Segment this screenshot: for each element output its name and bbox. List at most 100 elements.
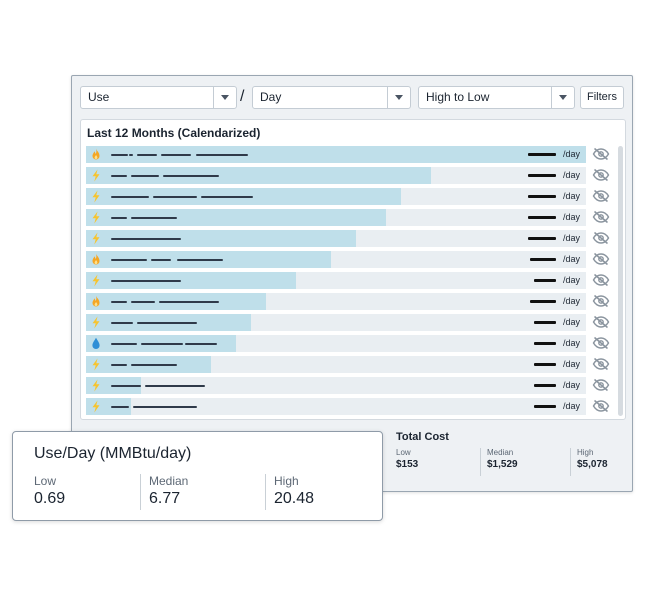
total-cost-low-value: $153: [396, 459, 419, 470]
unit-label: /day: [562, 149, 580, 159]
eye-slash-icon[interactable]: [592, 378, 610, 392]
redacted-value: [528, 174, 556, 177]
usage-row[interactable]: /day: [86, 377, 586, 394]
eye-slash-icon[interactable]: [592, 252, 610, 266]
eye-slash-icon[interactable]: [592, 231, 610, 245]
usage-row[interactable]: /day: [86, 293, 586, 310]
usage-bar-fill: [86, 209, 386, 226]
total-cost: Total Cost Low $153 Median $1,529 High $…: [396, 431, 626, 481]
sort-select-dropdown[interactable]: [551, 87, 574, 108]
total-cost-high: High $5,078: [570, 448, 626, 476]
usage-bar-fill: [86, 230, 356, 247]
lightning-icon: [90, 316, 102, 329]
lightning-icon: [90, 211, 102, 224]
redacted-label: [185, 343, 217, 345]
redacted-label: [111, 385, 141, 387]
eye-slash-icon[interactable]: [592, 336, 610, 350]
chevron-down-icon: [559, 95, 567, 100]
metric-select-dropdown[interactable]: [213, 87, 236, 108]
period-select[interactable]: Day: [252, 86, 411, 109]
usage-row[interactable]: /day: [86, 188, 586, 205]
usage-row[interactable]: /day: [86, 272, 586, 289]
filters-button[interactable]: Filters: [580, 86, 624, 109]
lightning-icon: [90, 400, 102, 413]
unit-label: /day: [562, 401, 580, 411]
redacted-label: [111, 196, 149, 198]
eye-slash-icon[interactable]: [592, 273, 610, 287]
usage-row[interactable]: /day: [86, 146, 586, 163]
eye-slash-icon[interactable]: [592, 315, 610, 329]
popup-median: Median 6.77: [140, 474, 264, 510]
unit-label: /day: [562, 212, 580, 222]
lightning-icon: [90, 274, 102, 287]
redacted-label: [111, 406, 129, 408]
popup-high-label: High: [274, 474, 299, 488]
redacted-label: [129, 154, 133, 156]
popup-high-value: 20.48: [274, 490, 315, 507]
eye-slash-icon[interactable]: [592, 357, 610, 371]
eye-slash-icon[interactable]: [592, 294, 610, 308]
redacted-label: [159, 301, 219, 303]
eye-slash-icon[interactable]: [592, 168, 610, 182]
usage-row[interactable]: /day: [86, 398, 586, 415]
sort-select[interactable]: High to Low: [418, 86, 575, 109]
total-cost-low-label: Low: [396, 448, 411, 457]
eye-slash-icon[interactable]: [592, 147, 610, 161]
popup-high: High 20.48: [265, 474, 365, 510]
redacted-label: [111, 238, 181, 240]
total-cost-median-label: Median: [487, 448, 514, 457]
lightning-icon: [90, 232, 102, 245]
lightning-icon: [90, 358, 102, 371]
redacted-label: [131, 217, 177, 219]
redacted-value: [534, 405, 556, 408]
redacted-label: [151, 259, 171, 261]
popup-median-label: Median: [149, 474, 189, 488]
redacted-value: [528, 237, 556, 240]
eye-slash-icon[interactable]: [592, 210, 610, 224]
period-select-value: Day: [260, 90, 282, 104]
redacted-value: [530, 300, 556, 303]
scrollbar[interactable]: [618, 146, 623, 416]
redacted-label: [133, 406, 197, 408]
usage-row[interactable]: /day: [86, 335, 586, 352]
redacted-value: [534, 342, 556, 345]
redacted-value: [530, 258, 556, 261]
eye-slash-icon[interactable]: [592, 399, 610, 413]
redacted-label: [153, 196, 197, 198]
period-select-dropdown[interactable]: [387, 87, 410, 108]
total-cost-high-label: High: [577, 448, 594, 457]
usage-row[interactable]: /day: [86, 356, 586, 373]
eye-slash-icon[interactable]: [592, 189, 610, 203]
usage-row[interactable]: /day: [86, 314, 586, 331]
unit-label: /day: [562, 275, 580, 285]
redacted-value: [528, 216, 556, 219]
unit-label: /day: [562, 233, 580, 243]
flame-icon: [90, 295, 102, 308]
select-separator: /: [240, 88, 245, 105]
unit-label: /day: [562, 254, 580, 264]
redacted-label: [111, 175, 127, 177]
usage-row[interactable]: /day: [86, 167, 586, 184]
usage-row[interactable]: /day: [86, 209, 586, 226]
unit-label: /day: [562, 170, 580, 180]
total-cost-low: Low $153: [396, 448, 478, 476]
usage-bar-fill: [86, 146, 586, 163]
redacted-label: [131, 364, 177, 366]
redacted-label: [161, 154, 191, 156]
usage-row[interactable]: /day: [86, 230, 586, 247]
redacted-value: [534, 321, 556, 324]
redacted-label: [137, 154, 157, 156]
redacted-value: [534, 279, 556, 282]
water-drop-icon: [90, 337, 102, 350]
unit-label: /day: [562, 317, 580, 327]
lightning-icon: [90, 379, 102, 392]
popup-low-label: Low: [34, 474, 57, 488]
total-cost-median: Median $1,529: [480, 448, 568, 476]
popup-median-value: 6.77: [149, 490, 181, 507]
redacted-value: [534, 384, 556, 387]
metric-select[interactable]: Use: [80, 86, 237, 109]
usage-row[interactable]: /day: [86, 251, 586, 268]
lightning-icon: [90, 169, 102, 182]
redacted-label: [141, 343, 183, 345]
use-per-day-popup: Use/Day (MMBtu/day) Low 0.69 Median 6.77…: [12, 431, 383, 521]
